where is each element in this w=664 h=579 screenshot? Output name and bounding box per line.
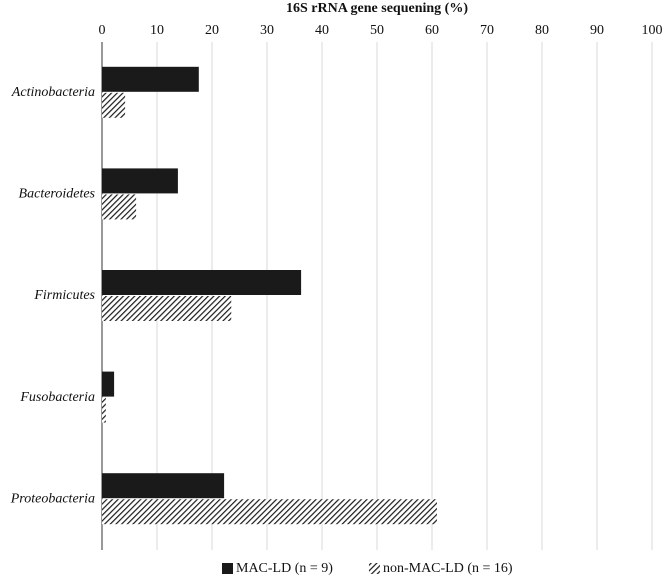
x-tick-label: 10 [150,23,164,38]
bar [102,473,225,499]
y-tick-label: Bacteroidetes [19,187,96,202]
bar [102,194,137,220]
x-tick-label: 0 [99,23,106,38]
bar [102,499,437,525]
x-tick-label: 20 [205,23,219,38]
bar [102,371,115,397]
x-tick-label: 50 [370,23,384,38]
x-tick-label: 70 [480,23,494,38]
y-tick-label: Actinobacteria [11,85,95,100]
y-tick-label: Firmicutes [33,288,95,303]
x-tick-label: 90 [590,23,604,38]
x-tick-label: 80 [535,23,549,38]
legend-label: MAC-LD (n = 9) [236,561,333,576]
bar [102,397,106,423]
legend-label: non-MAC-LD (n = 16) [383,561,513,576]
x-tick-label: 40 [315,23,329,38]
bar [102,168,178,194]
bar [102,66,199,92]
legend-swatch [222,563,233,574]
x-tick-label: 60 [425,23,439,38]
chart-title: 16S rRNA gene sequening (%) [286,1,468,16]
y-tick-label: Proteobacteria [10,491,95,506]
bar [102,92,126,118]
bar [102,270,302,295]
legend-swatch [368,563,380,574]
bar [102,296,232,321]
x-tick-label: 30 [260,23,274,38]
x-tick-label: 100 [642,23,663,38]
y-tick-label: Fusobacteria [19,390,95,405]
